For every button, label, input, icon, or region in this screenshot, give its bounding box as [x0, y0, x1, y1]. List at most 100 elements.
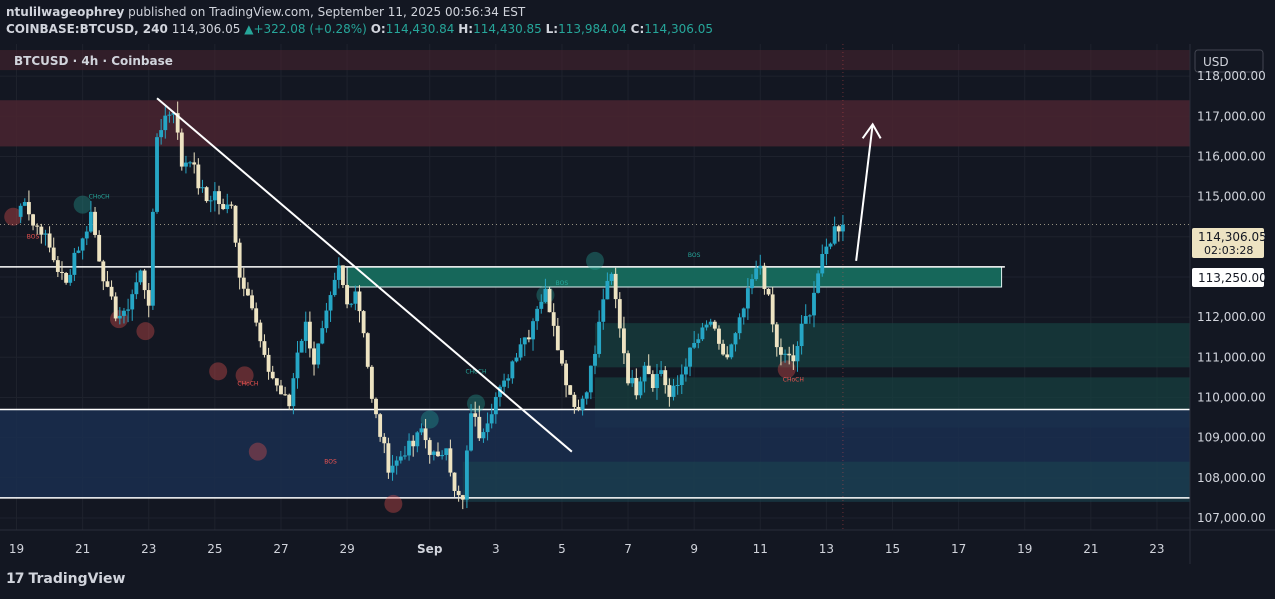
candle-body — [88, 211, 93, 232]
axes: USD BTCUSD · 4h · Coinbase — [0, 44, 1275, 564]
candle-body — [762, 265, 767, 289]
time-tick-label: Sep — [417, 542, 443, 556]
time-tick-label: 25 — [207, 542, 222, 556]
candle-body — [427, 440, 432, 455]
candle-body — [279, 385, 283, 395]
demand-zone-low — [462, 461, 1190, 502]
close-value: 114,306.05 — [644, 22, 713, 36]
candle-body — [312, 348, 316, 365]
candle-body — [184, 162, 188, 167]
candle-body — [750, 279, 754, 289]
tradingview-footer[interactable]: 17 TradingView — [6, 571, 125, 587]
price-tick-label: 112,000.00 — [1197, 310, 1266, 324]
candle-body — [295, 352, 300, 379]
current-price-tag: 114,306.05 — [1198, 230, 1267, 244]
candle-body — [506, 378, 511, 381]
candle-body — [35, 225, 40, 227]
supply-zone-main — [0, 100, 1190, 147]
price-tick-label: 109,000.00 — [1197, 431, 1266, 445]
candle-body — [76, 250, 81, 253]
candle-body — [188, 162, 192, 164]
candle-body — [688, 347, 692, 367]
pivot-circle — [73, 195, 92, 214]
candle-body — [700, 327, 705, 340]
level-lines — [0, 44, 1190, 530]
time-tick-label: 21 — [1083, 542, 1098, 556]
price-chart[interactable]: CHoCH BOS CHoCH CHoCH BOS BOS BOS CHoCH USD BTC… — [0, 44, 1275, 564]
candle-body — [580, 398, 585, 410]
price-tick-label: 110,000.00 — [1197, 390, 1266, 404]
candle-body — [638, 381, 643, 396]
candle-body — [568, 385, 573, 395]
candle-body — [745, 288, 750, 309]
candle-body — [659, 370, 664, 374]
candle-body — [394, 460, 399, 466]
candle-body — [109, 286, 114, 297]
candle-body — [341, 265, 345, 286]
candle-body — [696, 339, 701, 343]
candle-body — [807, 315, 812, 317]
candle-body — [386, 443, 391, 473]
candle-body — [535, 308, 540, 322]
publisher-name[interactable]: ntulilwageophrey — [6, 5, 125, 19]
candle-body — [241, 277, 246, 289]
candle-body — [679, 374, 684, 386]
candle-body — [324, 310, 329, 329]
candle-body — [555, 325, 560, 351]
candle-body — [803, 316, 808, 324]
publisher-line: ntulilwageophrey published on TradingVie… — [6, 5, 525, 19]
price-tick-label: 107,000.00 — [1197, 511, 1266, 525]
candle-body — [237, 242, 242, 278]
candle-body — [708, 321, 713, 325]
pivot-circle — [384, 494, 403, 513]
candle-body — [254, 308, 259, 323]
candle-body — [22, 202, 27, 206]
candle-body — [320, 328, 325, 344]
drawings[interactable] — [156, 97, 882, 453]
candle-body — [101, 261, 106, 282]
currency-box[interactable] — [1194, 49, 1264, 73]
candle-body — [675, 385, 680, 387]
candle-body — [93, 211, 97, 235]
candle-body — [626, 353, 630, 384]
candle-body — [208, 200, 213, 202]
candle-body — [721, 343, 726, 355]
candle-body — [378, 414, 383, 437]
candle-body — [155, 137, 159, 212]
open-value: 114,430.84 — [385, 22, 455, 36]
candle-body — [597, 321, 602, 354]
pivot-circle — [248, 442, 267, 461]
candle-body — [196, 164, 201, 189]
candle-body — [134, 282, 139, 295]
candle-body — [287, 394, 292, 407]
candle-body — [448, 448, 453, 473]
candle-body — [840, 224, 845, 232]
high-label: H: — [458, 22, 474, 36]
currency-label: USD — [1203, 55, 1229, 69]
candle-body — [142, 270, 147, 291]
candle-body — [712, 321, 717, 329]
candle-body — [510, 361, 515, 379]
candle-body — [588, 365, 593, 393]
candle-body — [832, 226, 837, 244]
candle-body — [551, 312, 556, 326]
structure-label: CHoCH — [89, 194, 110, 201]
candle-body — [650, 374, 655, 389]
open-label: O: — [370, 22, 386, 36]
candle-body — [26, 202, 31, 215]
supply-zone-upper — [0, 50, 1190, 71]
time-tick-label: 21 — [75, 542, 90, 556]
price-tick-label: 108,000.00 — [1197, 471, 1266, 485]
candle-body — [159, 130, 164, 138]
candle-body — [671, 385, 676, 397]
structure-label: BOS — [688, 252, 701, 259]
symbol-label[interactable]: COINBASE:BTCUSD, 240 — [6, 22, 168, 36]
candle-body — [204, 187, 209, 202]
candle-body — [828, 243, 833, 247]
candle-body — [436, 451, 440, 457]
chart-legend[interactable]: BTCUSD · 4h · Coinbase — [14, 54, 173, 68]
price-axis-panel[interactable] — [1190, 44, 1275, 564]
chart-area[interactable]: CHoCH BOS CHoCH CHoCH BOS BOS BOS CHoCH USD BTC… — [0, 44, 1275, 564]
structure-label: BOS — [556, 280, 569, 287]
price-tick-label: 115,000.00 — [1197, 190, 1266, 204]
